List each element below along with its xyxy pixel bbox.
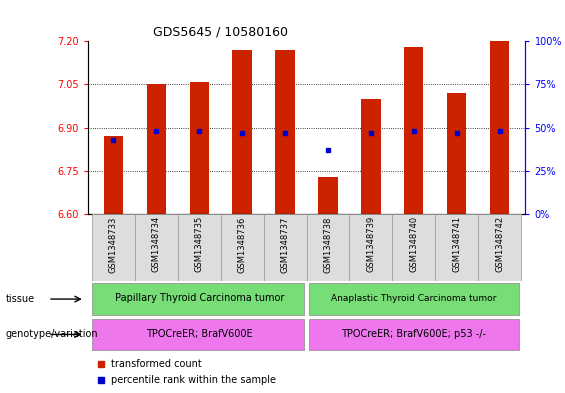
Bar [307, 214, 349, 281]
Bar [92, 319, 305, 350]
Text: GSM1348740: GSM1348740 [409, 216, 418, 272]
Bar [103, 136, 123, 214]
Text: GDS5645 / 10580160: GDS5645 / 10580160 [153, 26, 288, 39]
Bar [490, 41, 510, 214]
Text: GSM1348734: GSM1348734 [152, 216, 161, 272]
Bar [392, 214, 435, 281]
Text: genotype/variation: genotype/variation [6, 329, 98, 340]
Text: Papillary Thyroid Carcinoma tumor: Papillary Thyroid Carcinoma tumor [115, 294, 284, 303]
Bar [146, 84, 166, 214]
Bar [404, 47, 424, 214]
Text: GSM1348737: GSM1348737 [281, 216, 289, 273]
Bar [232, 50, 252, 214]
Text: GSM1348741: GSM1348741 [452, 216, 461, 272]
Text: tissue: tissue [6, 294, 35, 304]
Bar [318, 177, 338, 214]
Bar [349, 214, 392, 281]
Text: percentile rank within the sample: percentile rank within the sample [111, 375, 276, 385]
Bar [178, 214, 221, 281]
Bar [361, 99, 381, 214]
Text: GSM1348735: GSM1348735 [195, 216, 204, 272]
Bar [135, 214, 178, 281]
Text: Anaplastic Thyroid Carcinoma tumor: Anaplastic Thyroid Carcinoma tumor [331, 294, 497, 303]
Text: GSM1348742: GSM1348742 [495, 216, 504, 272]
Bar [478, 214, 521, 281]
Bar [221, 214, 264, 281]
Text: transformed count: transformed count [111, 358, 202, 369]
Bar [189, 82, 209, 214]
Bar [435, 214, 478, 281]
Text: TPOCreER; BrafV600E: TPOCreER; BrafV600E [146, 329, 253, 339]
Text: GSM1348736: GSM1348736 [238, 216, 246, 273]
Bar [92, 214, 135, 281]
Bar [447, 93, 467, 214]
Bar [308, 319, 519, 350]
Text: GSM1348738: GSM1348738 [324, 216, 332, 273]
Text: TPOCreER; BrafV600E; p53 -/-: TPOCreER; BrafV600E; p53 -/- [341, 329, 486, 339]
Text: GSM1348733: GSM1348733 [109, 216, 118, 273]
Bar [92, 283, 305, 315]
Bar [275, 50, 295, 214]
Text: GSM1348739: GSM1348739 [367, 216, 375, 272]
Bar [308, 283, 519, 315]
Bar [264, 214, 307, 281]
